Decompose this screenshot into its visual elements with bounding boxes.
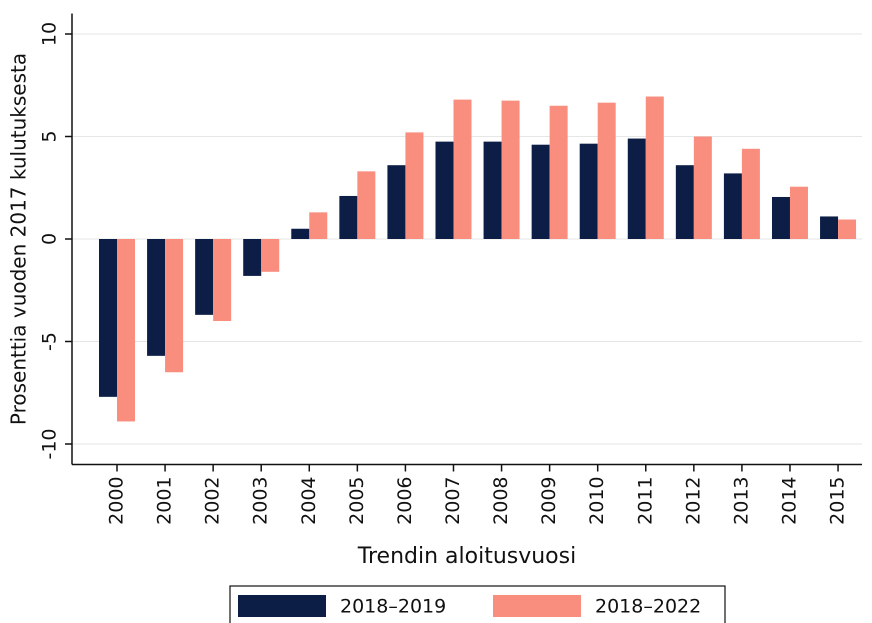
y-tick-label: -5 [39, 332, 61, 351]
y-tick-label: 0 [39, 233, 61, 245]
bar [213, 239, 232, 321]
legend-label: 2018–2022 [595, 596, 701, 618]
bar [195, 239, 214, 315]
bar [261, 239, 280, 272]
bar [675, 165, 694, 239]
bar [549, 105, 568, 239]
bar [453, 99, 472, 239]
bar [291, 228, 310, 239]
y-tick-label: 5 [39, 130, 61, 142]
bar [627, 138, 646, 239]
bar [771, 196, 790, 239]
legend-label: 2018–2019 [340, 596, 446, 618]
bar [339, 195, 358, 239]
legend-swatch [238, 595, 326, 617]
x-tick-label: 2013 [730, 477, 752, 525]
x-axis-label: Trendin aloitusvuosi [357, 544, 576, 569]
x-tick-label: 2007 [442, 477, 464, 525]
bar [309, 212, 328, 239]
x-tick-label: 2014 [778, 477, 800, 525]
x-tick-label: 2012 [682, 477, 704, 525]
bar [387, 165, 406, 239]
bar [117, 239, 135, 422]
bar [723, 173, 742, 239]
x-tick-label: 2001 [154, 477, 176, 525]
bar [579, 143, 598, 239]
x-tick-label: 2011 [634, 477, 656, 525]
bar [357, 171, 376, 239]
bar [693, 136, 712, 239]
legend-swatch [493, 595, 581, 617]
bar [838, 219, 857, 239]
bar [483, 141, 502, 239]
y-axis-label: Prosenttia vuoden 2017 kulutuksesta [7, 53, 31, 425]
bar [820, 216, 839, 239]
bar [147, 239, 166, 356]
bar [741, 148, 760, 239]
bar [501, 100, 520, 239]
x-tick-label: 2002 [202, 477, 224, 525]
x-tick-label: 2003 [250, 477, 272, 525]
bar [435, 141, 454, 239]
bar [597, 102, 616, 239]
x-tick-label: 2008 [490, 477, 512, 525]
x-tick-label: 2009 [538, 477, 560, 525]
x-tick-label: 2015 [827, 477, 849, 525]
x-tick-label: 2000 [106, 477, 128, 525]
bar [243, 239, 262, 276]
bar [789, 186, 808, 239]
bar [405, 132, 424, 239]
x-tick-label: 2010 [586, 477, 608, 525]
x-tick-label: 2006 [394, 477, 416, 525]
x-tick-label: 2005 [346, 477, 368, 525]
y-tick-label: 10 [39, 22, 61, 46]
x-tick-label: 2004 [298, 477, 320, 525]
y-tick-label: -10 [39, 428, 61, 459]
bar [645, 96, 664, 240]
bar [531, 144, 550, 239]
bar [165, 239, 184, 373]
bar [99, 239, 117, 397]
